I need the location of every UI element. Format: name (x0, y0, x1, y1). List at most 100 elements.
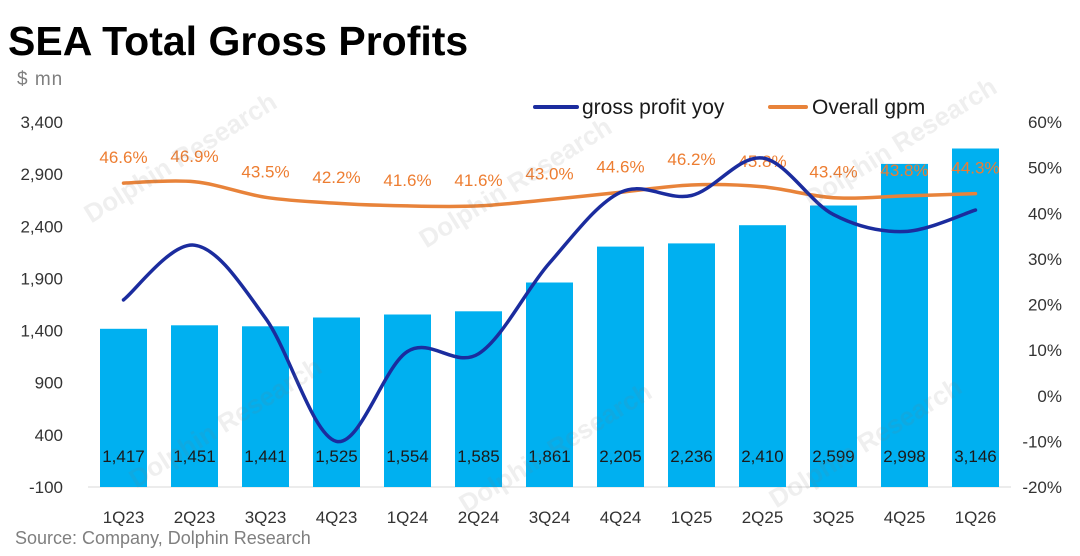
gross-profit-yoy-point-3Q24 (548, 261, 551, 265)
gpm-label-2Q25: 45.8% (738, 152, 786, 171)
y-left-tick-label: 1,900 (20, 269, 63, 288)
y-left-tick-label: 900 (35, 374, 63, 393)
bar-label-4Q23: 1,525 (315, 447, 358, 466)
watermark-text: Dolphin Research (124, 351, 327, 494)
y-right-tick-label: 0% (1037, 387, 1062, 406)
overall-gpm-point-1Q25 (690, 183, 693, 187)
gpm-label-4Q25: 43.8% (880, 161, 928, 180)
gpm-label-4Q23: 42.2% (312, 168, 360, 187)
x-tick-label-2Q24: 2Q24 (458, 508, 500, 527)
overall-gpm-point-1Q24 (406, 204, 409, 208)
bar-label-4Q24: 2,205 (599, 447, 642, 466)
gpm-label-1Q26: 44.3% (951, 159, 999, 178)
overall-gpm-point-3Q25 (832, 196, 835, 200)
gpm-label-4Q24: 44.6% (596, 157, 644, 176)
overall-gpm-point-2Q25 (761, 185, 764, 189)
legend-label-overall-gpm: Overall gpm (812, 96, 925, 119)
overall-gpm-point-2Q24 (477, 204, 480, 208)
bar-4Q23 (313, 317, 360, 487)
bar-2Q25 (739, 225, 786, 487)
bar-label-3Q24: 1,861 (528, 447, 571, 466)
gross-profit-yoy-point-1Q24 (406, 350, 409, 353)
bar-label-3Q25: 2,599 (812, 447, 855, 466)
x-tick-label-3Q25: 3Q25 (813, 508, 855, 527)
bar-label-3Q23: 1,441 (244, 447, 287, 466)
watermark-text: Dolphin Research (764, 371, 967, 514)
gross-profit-yoy-point-1Q26 (974, 208, 977, 212)
y-left-tick-label: -100 (29, 478, 63, 497)
bar-4Q24 (597, 246, 644, 487)
x-tick-label-1Q25: 1Q25 (671, 508, 713, 527)
x-tick-label-1Q26: 1Q26 (955, 508, 997, 527)
y-left-tick-label: 2,400 (20, 217, 63, 236)
bar-1Q23 (100, 328, 147, 487)
bar-label-1Q26: 3,146 (954, 447, 997, 466)
x-tick-label-4Q24: 4Q24 (600, 508, 642, 527)
y-left-tick-label: 3,400 (20, 113, 63, 132)
bar-label-1Q25: 2,236 (670, 447, 713, 466)
legend-label-gross-profit-yoy: gross profit yoy (582, 96, 725, 119)
x-tick-label-1Q24: 1Q24 (387, 508, 429, 527)
gross-profit-yoy-point-4Q25 (903, 230, 906, 233)
gross-profit-yoy-point-2Q23 (193, 243, 196, 247)
bar-label-2Q23: 1,451 (173, 447, 216, 466)
x-tick-label-1Q23: 1Q23 (103, 508, 145, 527)
x-tick-label-4Q25: 4Q25 (884, 508, 926, 527)
overall-gpm-point-4Q25 (903, 194, 906, 198)
y-left-tick-label: 1,400 (20, 322, 63, 341)
gpm-label-2Q24: 41.6% (454, 171, 502, 190)
bar-1Q26 (952, 148, 999, 487)
overall-gpm-point-4Q23 (335, 201, 338, 205)
gross-profit-yoy-point-4Q24 (619, 190, 622, 194)
gross-profit-yoy-point-2Q25 (761, 156, 764, 160)
gpm-label-1Q25: 46.2% (667, 150, 715, 169)
x-tick-label-4Q23: 4Q23 (316, 508, 358, 527)
y-right-tick-label: 20% (1028, 296, 1062, 315)
bar-label-2Q24: 1,585 (457, 447, 500, 466)
gpm-label-3Q24: 43.0% (525, 165, 573, 184)
overall-gpm-point-3Q24 (548, 198, 551, 202)
gpm-label-3Q23: 43.5% (241, 162, 289, 181)
y-left-tick-label: 2,900 (20, 165, 63, 184)
gross-profit-yoy-point-1Q25 (690, 194, 693, 197)
bar-3Q23 (242, 326, 289, 487)
gross-profit-yoy-point-3Q25 (832, 213, 835, 217)
gpm-label-1Q24: 41.6% (383, 171, 431, 190)
overall-gpm-point-1Q26 (974, 192, 977, 196)
gpm-label-1Q23: 46.6% (99, 148, 147, 167)
y-right-tick-label: 10% (1028, 341, 1062, 360)
bar-label-2Q25: 2,410 (741, 447, 784, 466)
bar-3Q25 (810, 205, 857, 487)
gross-profit-yoy-point-4Q23 (335, 439, 338, 443)
chart-title: SEA Total Gross Profits (8, 18, 469, 64)
bar-2Q23 (171, 325, 218, 487)
bar-label-4Q25: 2,998 (883, 447, 926, 466)
overall-gpm-point-1Q23 (122, 181, 125, 185)
y-right-tick-label: 60% (1028, 113, 1062, 132)
gross-profit-yoy-point-3Q23 (264, 316, 267, 320)
source-note: Source: Company, Dolphin Research (15, 528, 311, 548)
gpm-label-3Q25: 43.4% (809, 163, 857, 182)
bar-label-1Q23: 1,417 (102, 447, 145, 466)
x-tick-label-2Q23: 2Q23 (174, 508, 216, 527)
watermark-text: Dolphin Research (414, 111, 617, 254)
x-tick-label-3Q23: 3Q23 (245, 508, 287, 527)
y-right-tick-label: -20% (1022, 478, 1062, 497)
x-tick-label-3Q24: 3Q24 (529, 508, 571, 527)
x-tick-label-2Q25: 2Q25 (742, 508, 784, 527)
overall-gpm-point-3Q23 (264, 195, 267, 199)
bar-1Q24 (384, 314, 431, 487)
y-right-tick-label: 50% (1028, 159, 1062, 178)
gross-profit-yoy-point-1Q23 (122, 298, 125, 302)
overall-gpm-point-2Q23 (193, 180, 196, 184)
gpm-label-2Q23: 46.9% (170, 147, 218, 166)
gross-profit-yoy-point-2Q24 (477, 352, 480, 356)
y-right-tick-label: 30% (1028, 250, 1062, 269)
bar-label-1Q24: 1,554 (386, 447, 429, 466)
bar-3Q24 (526, 282, 573, 487)
y-axis-unit-label: $ mn (17, 69, 64, 90)
chart-marks: -100 400 900 1,400 1,900 2,400 2,900 3,400 -20% -… (20, 113, 1062, 527)
y-left-tick-label: 400 (35, 426, 63, 445)
